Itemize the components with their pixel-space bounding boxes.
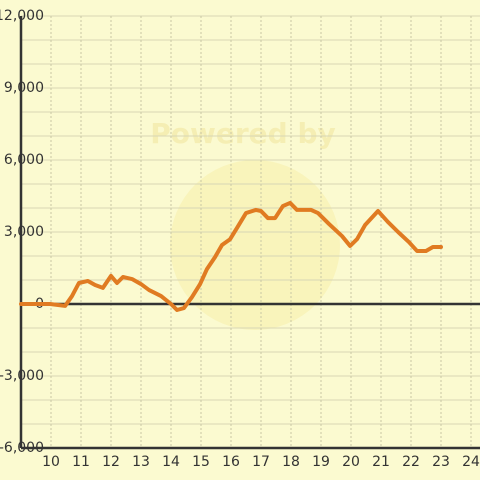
x-tick-label: 16 (222, 454, 240, 470)
x-tick-label: 14 (162, 454, 180, 470)
x-tick-label: 15 (192, 454, 210, 470)
watermark: Powered by (150, 117, 336, 150)
x-tick-label: 18 (282, 454, 300, 470)
x-tick-label: 10 (42, 454, 60, 470)
x-tick-label: 20 (342, 454, 360, 470)
x-tick-label: 17 (252, 454, 270, 470)
x-tick-label: 13 (132, 454, 150, 470)
y-tick-label: 3,000 (4, 224, 44, 240)
y-tick-label: 6,000 (4, 152, 44, 168)
x-tick-label: 24 (462, 454, 480, 470)
x-tick-label: 19 (312, 454, 330, 470)
data-line (19, 200, 443, 312)
watermark-logo (170, 160, 340, 330)
x-tick-label: 11 (72, 454, 90, 470)
y-tick-label: 9,000 (4, 80, 44, 96)
x-tick-label: 22 (402, 454, 420, 470)
x-tick-label: 12 (102, 454, 120, 470)
x-tick-label: 21 (372, 454, 390, 470)
x-tick-label: 23 (432, 454, 450, 470)
